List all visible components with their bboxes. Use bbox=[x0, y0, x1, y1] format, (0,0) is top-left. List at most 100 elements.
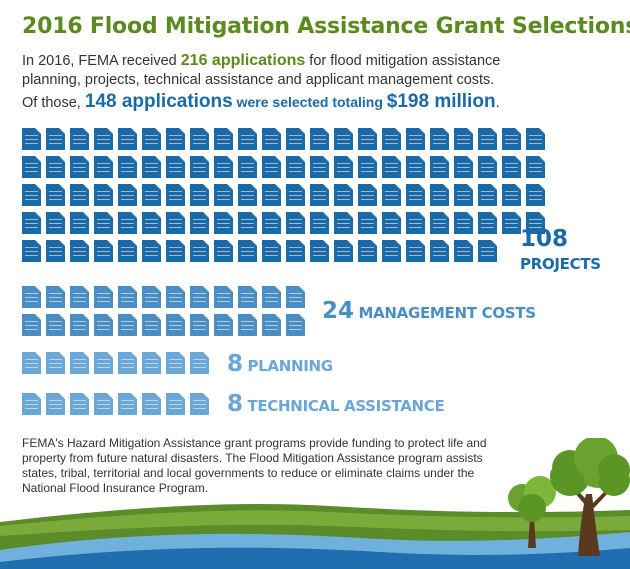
document-icon bbox=[118, 314, 137, 336]
document-icon bbox=[118, 240, 137, 262]
document-icon bbox=[406, 156, 425, 178]
technical-count: 8 bbox=[227, 391, 244, 417]
document-icon bbox=[358, 240, 377, 262]
document-icon bbox=[214, 314, 233, 336]
document-icon bbox=[94, 352, 113, 374]
projects-count: 108 bbox=[520, 226, 569, 252]
document-icon bbox=[262, 212, 281, 234]
document-icon bbox=[286, 240, 305, 262]
large-tree-canopy-icon bbox=[552, 438, 630, 486]
document-icon bbox=[22, 156, 41, 178]
document-icon bbox=[118, 156, 137, 178]
document-icon bbox=[190, 240, 209, 262]
document-icon bbox=[166, 184, 185, 206]
document-icon bbox=[166, 352, 185, 374]
document-icon bbox=[166, 156, 185, 178]
document-icon bbox=[262, 128, 281, 150]
document-icon bbox=[382, 240, 401, 262]
small-tree-icon bbox=[508, 476, 556, 548]
document-icon bbox=[526, 212, 545, 234]
document-icon bbox=[142, 286, 161, 308]
document-icon bbox=[46, 156, 65, 178]
river-graphic bbox=[0, 470, 630, 569]
document-icon bbox=[286, 212, 305, 234]
document-icon bbox=[142, 212, 161, 234]
document-icon bbox=[46, 314, 65, 336]
document-icon bbox=[262, 240, 281, 262]
technical-icon-grid bbox=[22, 393, 209, 415]
document-icon bbox=[238, 184, 257, 206]
document-icon bbox=[310, 156, 329, 178]
document-icon bbox=[238, 240, 257, 262]
intro-l1-pre: In 2016, FEMA received bbox=[22, 53, 181, 69]
document-icon bbox=[502, 156, 521, 178]
document-icon bbox=[70, 352, 89, 374]
document-icon bbox=[334, 128, 353, 150]
total-amount: $198 million bbox=[386, 91, 496, 112]
document-icon bbox=[454, 184, 473, 206]
document-icon bbox=[94, 128, 113, 150]
document-icon bbox=[94, 240, 113, 262]
document-icon bbox=[286, 314, 305, 336]
document-icon bbox=[94, 393, 113, 415]
document-icon bbox=[70, 314, 89, 336]
document-icon bbox=[334, 240, 353, 262]
document-icon bbox=[70, 393, 89, 415]
document-icon bbox=[286, 128, 305, 150]
document-icon bbox=[22, 286, 41, 308]
document-icon bbox=[478, 184, 497, 206]
document-icon bbox=[46, 128, 65, 150]
document-icon bbox=[46, 352, 65, 374]
document-icon bbox=[118, 393, 137, 415]
document-icon bbox=[190, 156, 209, 178]
document-icon bbox=[94, 314, 113, 336]
intro-line-1: In 2016, FEMA received 216 applications … bbox=[22, 51, 622, 71]
footer-text: FEMA's Hazard Mitigation Assistance gran… bbox=[22, 436, 487, 495]
document-icon bbox=[286, 184, 305, 206]
document-icon bbox=[454, 240, 473, 262]
document-icon bbox=[238, 156, 257, 178]
document-icon bbox=[22, 314, 41, 336]
document-icon bbox=[70, 286, 89, 308]
document-icon bbox=[118, 128, 137, 150]
document-icon bbox=[22, 393, 41, 415]
document-icon bbox=[478, 212, 497, 234]
technical-text: TECHNICAL ASSISTANCE bbox=[247, 397, 445, 415]
document-icon bbox=[502, 212, 521, 234]
document-icon bbox=[214, 212, 233, 234]
document-icon bbox=[382, 128, 401, 150]
planning-text: PLANNING bbox=[247, 357, 333, 375]
document-icon bbox=[454, 212, 473, 234]
document-icon bbox=[70, 128, 89, 150]
total-applications: 216 applications bbox=[180, 52, 306, 69]
document-icon bbox=[406, 184, 425, 206]
document-icon bbox=[166, 240, 185, 262]
intro-l1-post: for flood mitigation assistance bbox=[305, 53, 501, 69]
document-icon bbox=[22, 352, 41, 374]
intro-line-3: Of those, 148 applications were selected… bbox=[22, 92, 622, 113]
document-icon bbox=[334, 156, 353, 178]
document-icon bbox=[166, 128, 185, 150]
intro-l3-mid: were selected totaling bbox=[232, 94, 387, 110]
document-icon bbox=[94, 184, 113, 206]
document-icon bbox=[454, 156, 473, 178]
river-dark bbox=[0, 547, 630, 569]
document-icon bbox=[142, 184, 161, 206]
document-icon bbox=[214, 184, 233, 206]
document-icon bbox=[118, 184, 137, 206]
document-icon bbox=[238, 212, 257, 234]
document-icon bbox=[166, 314, 185, 336]
intro-text: In 2016, FEMA received 216 applications … bbox=[22, 51, 622, 113]
document-icon bbox=[70, 184, 89, 206]
document-icon bbox=[358, 184, 377, 206]
planning-count: 8 bbox=[227, 351, 244, 377]
document-icon bbox=[526, 184, 545, 206]
document-icon bbox=[334, 184, 353, 206]
document-icon bbox=[478, 156, 497, 178]
document-icon bbox=[46, 240, 65, 262]
document-icon bbox=[190, 314, 209, 336]
document-icon bbox=[46, 286, 65, 308]
document-icon bbox=[382, 184, 401, 206]
document-icon bbox=[70, 240, 89, 262]
projects-text: PROJECTS bbox=[520, 255, 601, 273]
